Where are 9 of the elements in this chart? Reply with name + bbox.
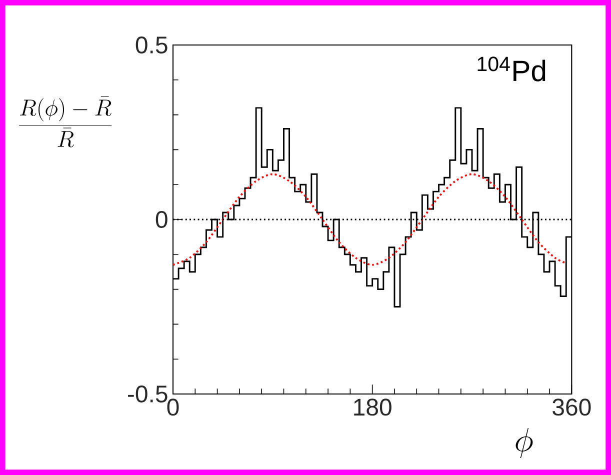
y-axis-title: $\frac{R(\phi)-\bar{R}}{\bar{R}}$: [19, 96, 112, 148]
y-tick-label: 0.5: [136, 36, 168, 54]
x-axis-title: $\phi$: [516, 428, 533, 458]
annotation: $^{104}$Pd: [478, 56, 546, 82]
x-tick-label: 360: [552, 398, 591, 416]
y-tick-label: -0.5: [128, 385, 168, 402]
x-tick-label: 0: [167, 398, 179, 416]
y-tick-label: 0: [156, 210, 168, 228]
x-tick-label: 180: [354, 398, 392, 416]
